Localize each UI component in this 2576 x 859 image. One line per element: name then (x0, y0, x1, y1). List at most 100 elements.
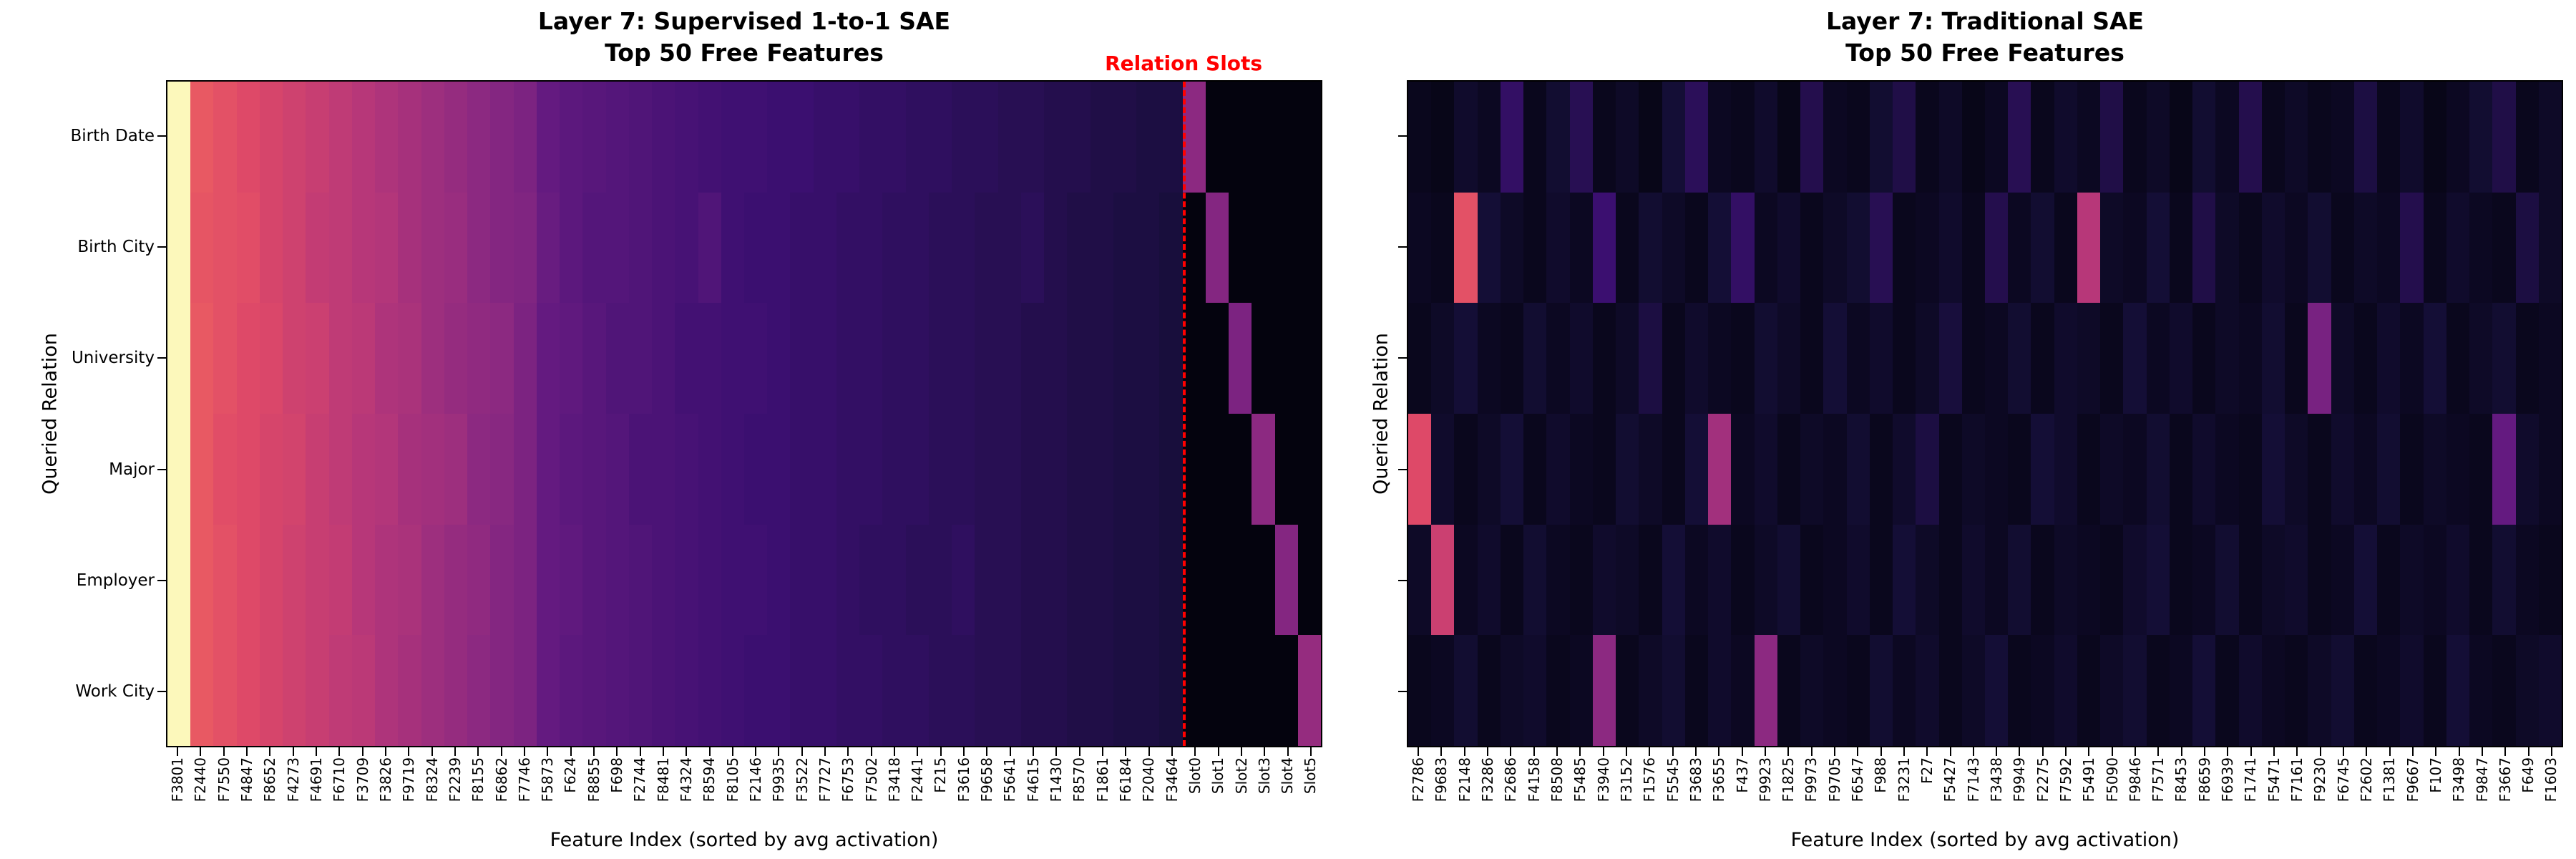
heatmap-cell (444, 635, 468, 746)
x-tick-label: F4691 (308, 757, 326, 802)
heatmap-cell (283, 524, 306, 636)
x-tick: F1381 (2378, 757, 2401, 832)
heatmap-cell (2215, 82, 2239, 193)
x-tick: F3709 (351, 757, 374, 832)
x-tick: Slot1 (1206, 757, 1229, 832)
tick-mark (1148, 747, 1150, 756)
tick-mark (940, 747, 942, 756)
tick-mark (1309, 747, 1312, 756)
tick-mark (592, 747, 595, 756)
heatmap-cell (1569, 524, 1593, 636)
x-tick: F8105 (721, 757, 744, 832)
heatmap-cell (167, 82, 191, 193)
heatmap-cell (1182, 82, 1206, 193)
heatmap-cell (2492, 635, 2516, 746)
tick-mark (1741, 747, 1743, 756)
heatmap-cell (2215, 303, 2239, 414)
x-tick-label: F215 (932, 757, 950, 793)
heatmap-cell (444, 524, 468, 636)
heatmap-cell (721, 414, 744, 525)
heatmap-cell (605, 192, 629, 304)
heatmap-cell (2100, 303, 2124, 414)
heatmap-cell (975, 414, 998, 525)
heatmap-cell (1454, 524, 1478, 636)
x-tick: F1603 (2540, 757, 2562, 832)
x-tick: F3498 (2447, 757, 2470, 832)
x-tick-label: F624 (562, 757, 580, 793)
heatmap-cell (1477, 635, 1501, 746)
x-tick: F2440 (189, 757, 212, 832)
x-tick-label: F5090 (2103, 757, 2121, 802)
heatmap-cell (1708, 524, 1732, 636)
heatmap-cell (1431, 414, 1455, 525)
x-tick: F3826 (374, 757, 397, 832)
heatmap-cell (536, 414, 560, 525)
heatmap-cell (190, 635, 214, 746)
tick-mark (1287, 747, 1289, 756)
x-tick-label: F2744 (631, 757, 649, 802)
heatmap-cell (1431, 635, 1455, 746)
x-tick-label: F3801 (169, 757, 187, 802)
heatmap-cell (2331, 635, 2354, 746)
tick-mark (1440, 747, 1443, 756)
heatmap-cell (1500, 414, 1524, 525)
x-tick: F9949 (2008, 757, 2031, 832)
heatmap-cell (1639, 524, 1662, 636)
heatmap-cell (2123, 635, 2147, 746)
left-heatmap (166, 80, 1322, 747)
heatmap-cell (1938, 414, 1962, 525)
heatmap-cell (1662, 192, 1685, 304)
x-tick-label: F3940 (1594, 757, 1612, 802)
heatmap-cell (259, 192, 283, 304)
heatmap-cell (2054, 635, 2077, 746)
heatmap-cell (1708, 82, 1732, 193)
heatmap-cell (767, 82, 791, 193)
heatmap-cell (1229, 303, 1252, 414)
heatmap-cell (351, 524, 376, 636)
x-tick: F1861 (1091, 757, 1114, 832)
heatmap-cell (1523, 192, 1547, 304)
heatmap-cell (1044, 82, 1068, 193)
x-tick-label: F3286 (1479, 757, 1497, 802)
x-tick-label: F5427 (1941, 757, 1959, 802)
heatmap-cell (1159, 82, 1183, 193)
x-tick: F3655 (1707, 757, 1730, 832)
heatmap-cell (2146, 82, 2170, 193)
x-tick-label: F1381 (2381, 757, 2399, 802)
tick-mark (1695, 747, 1697, 756)
heatmap-cell (2285, 82, 2308, 193)
x-tick: F7502 (859, 757, 882, 832)
heatmap-cell (190, 303, 214, 414)
heatmap-cell (1020, 524, 1045, 636)
heatmap-cell (2169, 82, 2193, 193)
tick-mark (2458, 747, 2460, 756)
heatmap-cell (2169, 192, 2193, 304)
heatmap-cell (1800, 414, 1824, 525)
heatmap-cell (1777, 414, 1801, 525)
heatmap-cell (1205, 82, 1229, 193)
heatmap-cell (2538, 82, 2562, 193)
x-tick: F5090 (2100, 757, 2123, 832)
tick-mark (1398, 357, 1407, 359)
heatmap-cell (1090, 192, 1113, 304)
x-tick-label: F8659 (2195, 757, 2213, 802)
heatmap-cell (444, 82, 468, 193)
x-tick: F9923 (1754, 757, 1777, 832)
heatmap-cell (905, 82, 929, 193)
heatmap-cell (2192, 192, 2216, 304)
tick-mark (1649, 747, 1651, 756)
heatmap-cell (1662, 82, 1685, 193)
tick-mark (2481, 747, 2483, 756)
heatmap-cell (813, 524, 836, 636)
heatmap-cell (952, 414, 975, 525)
heatmap-cell (2492, 303, 2516, 414)
tick-mark (177, 747, 179, 756)
heatmap-cell (2146, 414, 2170, 525)
heatmap-cell (698, 414, 721, 525)
heatmap-cell (1159, 303, 1183, 414)
heatmap-cell (2308, 82, 2331, 193)
heatmap-cell (2446, 192, 2470, 304)
heatmap-cell (1182, 635, 1206, 746)
x-tick: F4615 (1022, 757, 1045, 832)
